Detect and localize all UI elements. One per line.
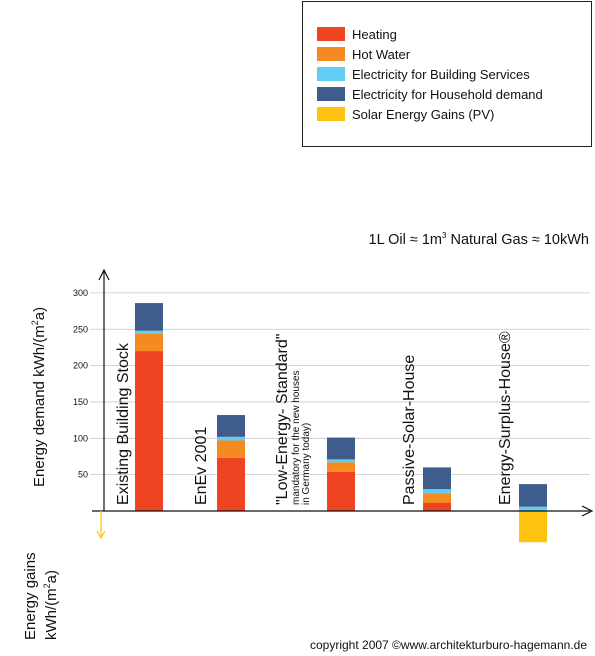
gains-axis-arrow-icon (96, 530, 106, 540)
equivalence-superscript: 3 (442, 231, 447, 240)
unit-equivalence-note: 1L Oil ≈ 1m3 Natural Gas ≈ 10kWh (369, 231, 590, 248)
legend: Heating Hot Water Electricity for Building… (302, 1, 592, 147)
y-axis-title-gains: Energy gains kWh/(m2a) (22, 552, 60, 640)
y-title-demand-sup: 2 (30, 320, 40, 326)
bar-segment (135, 333, 163, 352)
legend-swatch (317, 27, 345, 41)
y-tick-label: 100 (73, 433, 88, 443)
bar-segment (519, 484, 547, 507)
bar-segment (423, 467, 451, 490)
y-tick-label: 200 (73, 361, 88, 371)
y-title-gains-line2: kWh/(m2a) (39, 552, 60, 640)
y-tick-label: 150 (73, 397, 88, 407)
category-label: Existing Building Stock (115, 342, 132, 505)
y-title-demand-main: Energy demand kWh/(m (31, 325, 48, 487)
equivalence-text-2: Natural Gas ≈ 10kWh (446, 231, 589, 248)
legend-swatch (317, 67, 345, 81)
bar-segment (135, 330, 163, 334)
y-tick-label: 50 (78, 470, 88, 480)
bar-segment (135, 303, 163, 331)
bar-segment (519, 511, 547, 543)
x-axis-arrow-icon (581, 505, 594, 517)
legend-label: Electricity for Building Services (352, 66, 530, 82)
legend-item: Hot Water (317, 44, 591, 64)
y-title-gains-line2-main: kWh/(m (43, 588, 60, 640)
bar-segment (217, 415, 245, 437)
y-title-demand-end: a) (31, 306, 48, 321)
category-labels: Existing Building Stock EnEv 2001 "Low-Ene… (115, 331, 514, 505)
bar-segment (135, 351, 163, 511)
category-sublabel: mandatory for the new houses (291, 370, 302, 505)
gridlines (90, 292, 590, 476)
y-tick-label: 300 (73, 288, 88, 298)
y-tick-label: 250 (73, 324, 88, 334)
y-axis-title-demand: Energy demand kWh/(m2a) (30, 307, 48, 487)
category-sublabel: in Germany today) (301, 423, 312, 505)
bar-segment (217, 457, 245, 511)
legend-item: Electricity for Building Services (317, 64, 591, 84)
y-axis-arrow-icon (98, 268, 110, 281)
legend-label: Solar Energy Gains (PV) (352, 106, 495, 122)
copyright-text: copyright 2007 ©www.architekturburo-hage… (310, 638, 587, 652)
axes (92, 268, 594, 540)
bar-segment (519, 506, 547, 511)
bar-segment (423, 489, 451, 494)
category-label: "Low-Energy- Standard" (274, 334, 291, 505)
legend-swatch (317, 47, 345, 61)
bar-segment (217, 440, 245, 458)
equivalence-text-1: 1L Oil ≈ 1m (368, 231, 443, 248)
bar-segment (327, 437, 355, 460)
legend-item: Electricity for Household demand (317, 84, 591, 104)
category-label: Passive-Solar-House (401, 355, 418, 505)
category-label: EnEv 2001 (193, 427, 210, 505)
legend-label: Heating (352, 26, 397, 42)
category-label: Energy-Surplus-House® (497, 331, 514, 505)
y-title-gains-line2-end: a) (43, 569, 60, 584)
bar-segment (327, 471, 355, 511)
legend-item: Solar Energy Gains (PV) (317, 104, 591, 124)
bar-segment (327, 462, 355, 472)
legend-item: Heating (317, 24, 591, 44)
legend-swatch (317, 87, 345, 101)
legend-label: Hot Water (352, 46, 411, 62)
y-tick-labels: 50 100 150 200 250 300 (73, 288, 88, 480)
legend-label: Electricity for Household demand (352, 86, 543, 102)
bar-segment (423, 493, 451, 504)
y-title-gains-line2-sup: 2 (42, 583, 52, 589)
bar-segment (423, 503, 451, 511)
bar-segment (327, 459, 355, 463)
legend-swatch (317, 107, 345, 121)
bar-segment (217, 436, 245, 441)
y-title-gains-line1: Energy gains (22, 552, 39, 640)
bars (135, 303, 547, 543)
